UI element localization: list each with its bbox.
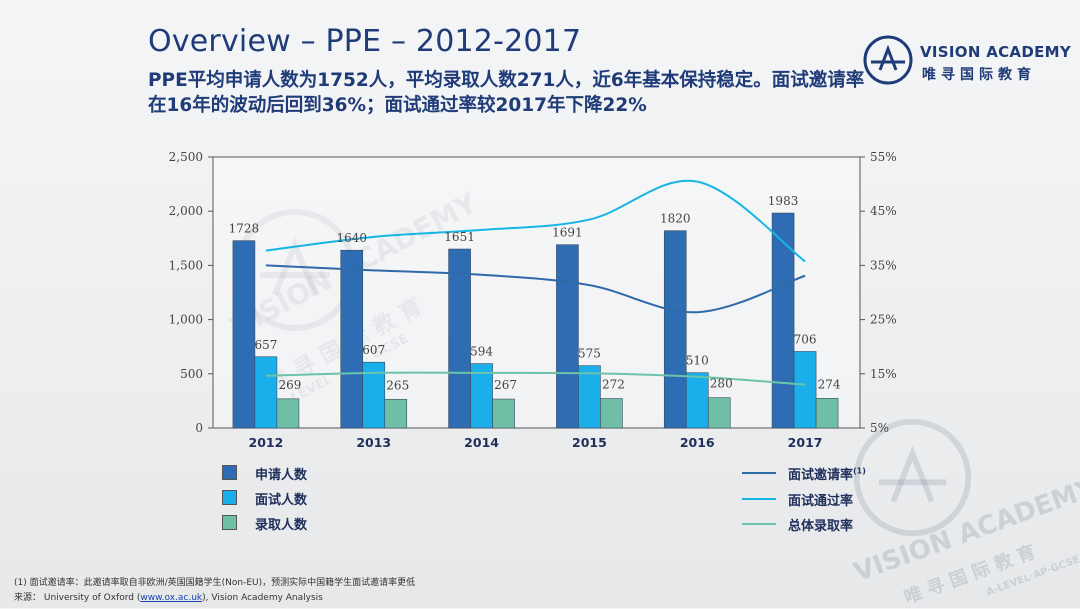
legend-swatch-interviewed xyxy=(222,490,237,505)
y-tick-label: 500 xyxy=(180,367,203,381)
plot-area xyxy=(212,156,861,429)
bar-label-admitted: 267 xyxy=(494,378,517,392)
bar-label-applicants: 1691 xyxy=(552,226,583,240)
bar-label-admitted: 265 xyxy=(386,378,409,392)
bar-interviewed xyxy=(362,361,386,429)
bar-label-admitted: 272 xyxy=(602,378,625,392)
bar-label-interviewed: 510 xyxy=(686,354,709,368)
page-title: Overview – PPE – 2012-2017 xyxy=(148,24,582,59)
bar-admitted xyxy=(492,398,515,429)
x-tick-label: 2012 xyxy=(249,435,284,450)
y2-tick-label: 35% xyxy=(870,258,897,272)
bar-label-admitted: 280 xyxy=(710,377,733,391)
y-tick-label: 2,500 xyxy=(169,150,203,164)
bar-interviewed xyxy=(793,351,817,429)
bar-admitted xyxy=(707,397,731,429)
legend-swatch-applicants xyxy=(222,465,237,480)
bar-interviewed xyxy=(685,372,709,429)
bar-label-interviewed: 657 xyxy=(254,338,277,352)
y-tick-label: 0 xyxy=(195,421,203,435)
legend-label-applicants: 申请人数 xyxy=(255,468,308,483)
legend-line-invite-rate xyxy=(742,472,776,474)
footnote-source: 来源： University of Oxford (www.ox.ac.uk),… xyxy=(14,593,323,603)
bar-applicants xyxy=(663,230,687,429)
legend-line-admit-rate xyxy=(742,523,776,525)
bar-label-admitted: 274 xyxy=(818,377,841,391)
bar-interviewed xyxy=(470,363,493,429)
bar-label-applicants: 1651 xyxy=(444,230,475,244)
legend-swatch-admitted xyxy=(222,515,237,530)
bar-label-admitted: 269 xyxy=(278,378,301,392)
y2-tick-label: 5% xyxy=(870,421,889,435)
bar-label-interviewed: 575 xyxy=(578,347,601,361)
legend-label-admit-rate: 总体录取率 xyxy=(788,519,854,534)
bar-applicants xyxy=(556,244,579,429)
line-pass-rate xyxy=(265,179,806,263)
y2-tick-label: 45% xyxy=(870,204,897,218)
bar-label-applicants: 1728 xyxy=(229,222,260,236)
bar-applicants xyxy=(340,249,364,429)
x-tick-label: 2016 xyxy=(680,435,715,450)
legend-line-pass-rate xyxy=(742,498,776,500)
bar-interviewed xyxy=(578,365,601,429)
x-tick-label: 2013 xyxy=(356,435,391,450)
legend-label-interviewed: 面试人数 xyxy=(255,493,308,508)
legend-label-admitted: 录取人数 xyxy=(255,518,308,533)
bar-applicants xyxy=(771,212,795,429)
bar-label-interviewed: 594 xyxy=(470,345,493,359)
y-tick-label: 2,000 xyxy=(169,204,203,218)
page-subtitle: PPE平均申请人数为1752人，平均录取人数271人，近6年基本保持稳定。面试邀… xyxy=(148,70,865,116)
footnote-invite-rate: (1) 面试邀请率：此邀请率取自非欧洲/英国国籍学生(Non-EU)，预测实际中… xyxy=(14,578,416,588)
legend-label-pass-rate: 面试通过率 xyxy=(788,494,854,509)
line-admit-rate xyxy=(265,371,806,386)
bar-label-applicants: 1820 xyxy=(660,212,691,226)
bar-label-applicants: 1983 xyxy=(768,194,799,208)
brand-name: VISION ACADEMY xyxy=(920,43,1072,61)
y2-tick-label: 15% xyxy=(870,367,897,381)
brand-logo: VISION ACADEMY 唯寻国际教育 xyxy=(862,34,1072,90)
bar-admitted xyxy=(276,398,300,429)
bar-admitted xyxy=(815,397,839,429)
bar-admitted xyxy=(384,398,408,429)
brand-name-cn: 唯寻国际教育 xyxy=(922,67,1036,83)
brand-logo-icon xyxy=(863,35,913,85)
y-tick-label: 1,000 xyxy=(169,313,203,327)
line-invite-rate xyxy=(265,264,806,314)
y2-tick-label: 25% xyxy=(870,313,897,327)
x-tick-label: 2017 xyxy=(788,435,823,450)
bar-label-applicants: 1640 xyxy=(336,231,367,245)
legend-label-invite-rate: 面试邀请率(1) xyxy=(788,466,866,483)
x-tick-label: 2014 xyxy=(464,435,499,450)
bar-label-interviewed: 607 xyxy=(362,343,385,357)
x-tick-label: 2015 xyxy=(572,435,607,450)
bar-applicants xyxy=(448,248,471,429)
bar-label-interviewed: 706 xyxy=(794,332,817,346)
bar-interviewed xyxy=(254,356,278,429)
y-tick-label: 1,500 xyxy=(169,258,203,272)
bar-applicants xyxy=(232,240,256,429)
source-link[interactable]: www.ox.ac.uk xyxy=(140,593,203,603)
bar-admitted xyxy=(600,398,623,429)
y2-tick-label: 55% xyxy=(870,150,897,164)
